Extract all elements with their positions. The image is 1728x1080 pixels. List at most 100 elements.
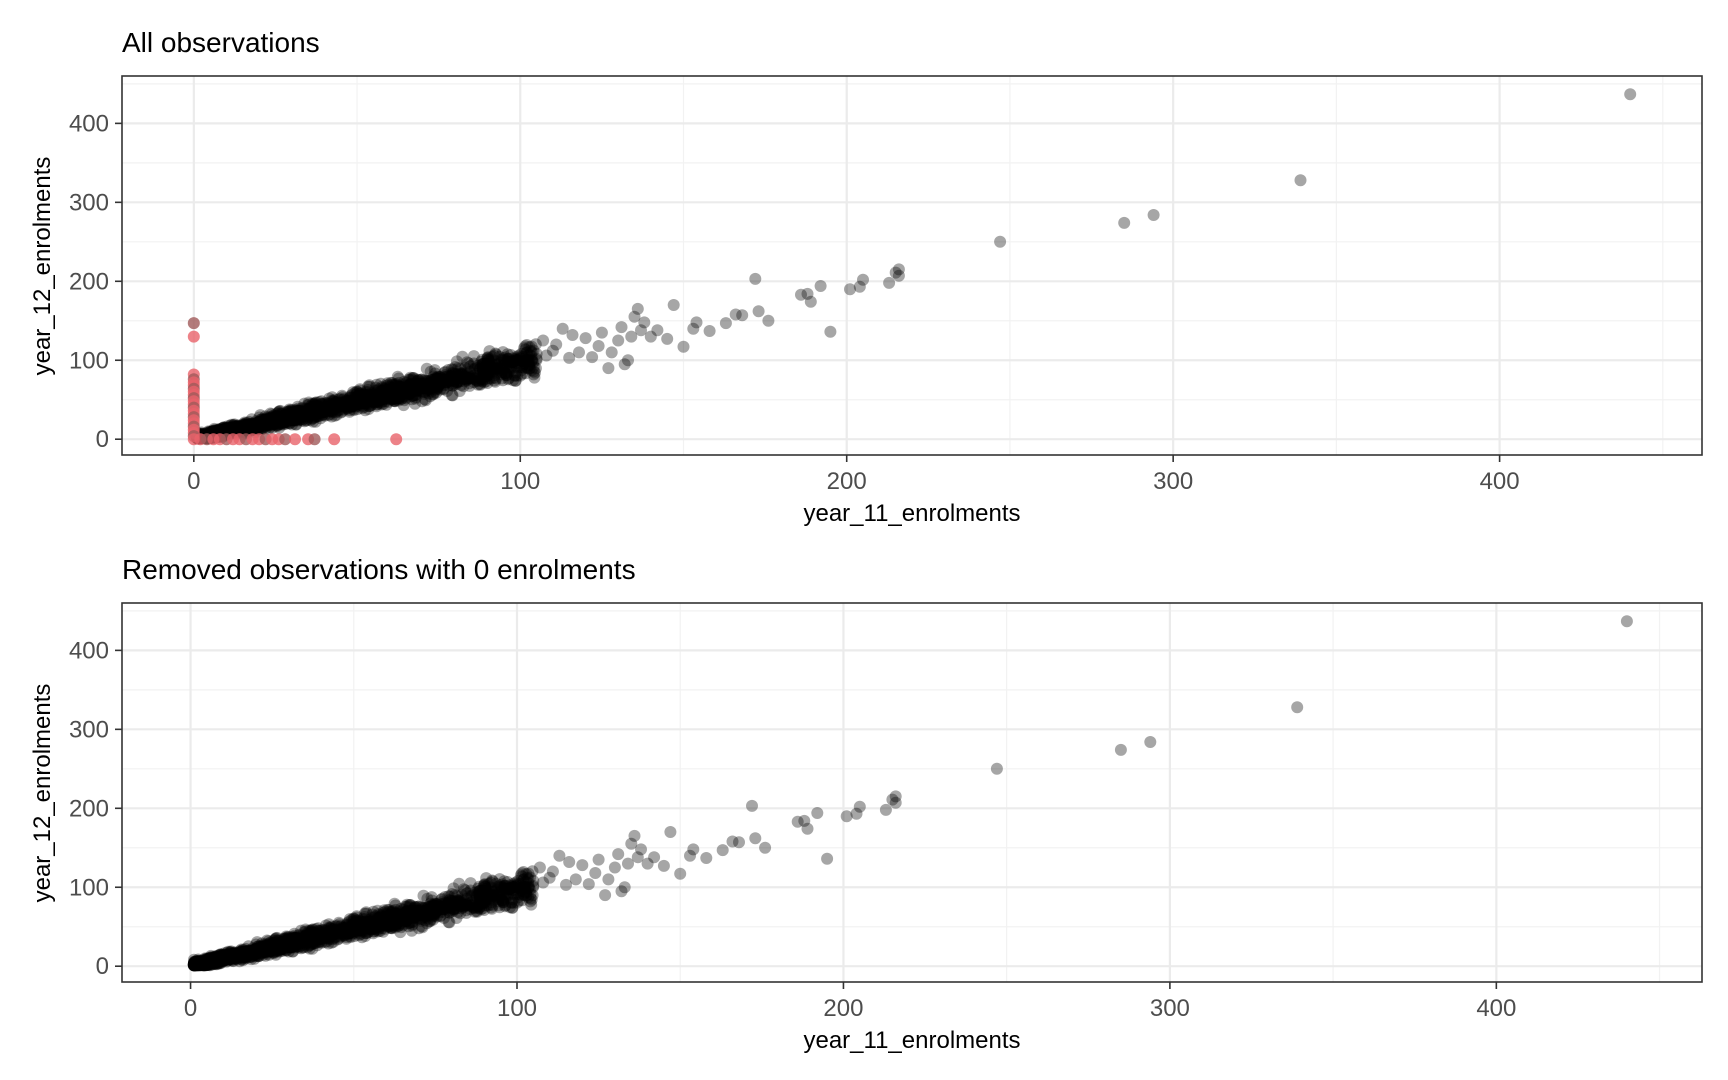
- data-point: [343, 405, 356, 418]
- points: [187, 88, 1637, 446]
- data-point: [297, 409, 310, 421]
- data-point: [353, 394, 366, 407]
- data-point: [284, 410, 297, 422]
- y-tick-label: 200: [69, 795, 109, 822]
- data-point: [485, 901, 498, 914]
- data-point: [398, 394, 411, 407]
- data-point: [392, 394, 405, 407]
- data-point: [428, 379, 441, 392]
- data-point: [306, 412, 319, 425]
- data-point: [323, 392, 336, 405]
- data-point: [824, 325, 837, 338]
- data-point: [439, 369, 452, 382]
- data-point: [259, 413, 272, 426]
- data-point: [410, 378, 423, 390]
- data-point: [365, 392, 377, 405]
- data-point: [329, 398, 342, 411]
- data-point: [276, 415, 289, 428]
- data-point: [301, 406, 314, 419]
- data-point: [424, 382, 437, 395]
- data-point: [326, 405, 339, 417]
- data-point: [509, 374, 522, 387]
- data-point: [752, 305, 765, 318]
- data-point: [357, 388, 370, 401]
- data-point: [262, 415, 275, 428]
- data-point: [579, 332, 592, 345]
- data-point: [484, 360, 497, 373]
- data-point: [381, 391, 394, 404]
- data-point: [527, 874, 540, 887]
- data-point: [726, 835, 739, 848]
- data-point: [374, 925, 386, 937]
- data-point: [519, 367, 532, 380]
- data-point: [450, 367, 463, 380]
- data-point: [224, 422, 236, 434]
- data-point: [336, 405, 349, 418]
- data-point: [422, 378, 434, 391]
- data-point: [482, 369, 495, 382]
- data-point: [994, 235, 1007, 248]
- data-point: [386, 382, 399, 395]
- data-point: [700, 852, 713, 864]
- data-point: [376, 385, 388, 398]
- data-point: [1147, 209, 1160, 221]
- data-point: [324, 400, 337, 413]
- data-point: [400, 898, 413, 911]
- data-point: [602, 362, 615, 375]
- data-point: [352, 393, 365, 406]
- data-point: [237, 421, 249, 434]
- data-point: [266, 417, 279, 430]
- data-point: [409, 384, 422, 397]
- data-point: [345, 394, 358, 407]
- data-point: [516, 367, 529, 380]
- data-point: [517, 355, 530, 368]
- data-point: [389, 379, 402, 392]
- data-point: [498, 357, 511, 370]
- data-point: [316, 405, 329, 418]
- data-point: [1118, 216, 1131, 229]
- data-point: [434, 371, 447, 384]
- data-point: [281, 408, 294, 421]
- data-point: [309, 411, 322, 423]
- data-point: [287, 414, 300, 427]
- data-point: [249, 418, 262, 431]
- data-point: [243, 415, 256, 428]
- data-point: [296, 406, 309, 419]
- data-point: [382, 387, 395, 400]
- data-point: [446, 389, 459, 402]
- data-point: [404, 387, 417, 400]
- data-point: [840, 810, 853, 823]
- data-point: [510, 356, 523, 369]
- data-point: [269, 415, 282, 428]
- data-point: [380, 379, 393, 392]
- data-point: [445, 389, 458, 402]
- data-point: [390, 388, 403, 401]
- data-point: [313, 403, 326, 416]
- data-point: [330, 399, 342, 412]
- data-point: [226, 421, 239, 434]
- data-point: [270, 410, 283, 423]
- data-point: [431, 372, 444, 385]
- data-point: [444, 374, 457, 387]
- data-point: [340, 400, 353, 413]
- data-point: [246, 421, 258, 434]
- data-point: [889, 266, 902, 279]
- data-point: [311, 400, 324, 413]
- data-point: [244, 421, 257, 434]
- data-point: [667, 299, 680, 311]
- data-point: [340, 402, 352, 415]
- data-point: [508, 355, 521, 367]
- data-point: [331, 405, 343, 418]
- data-point: [382, 385, 395, 397]
- data-point: [287, 414, 299, 427]
- data-point: [464, 371, 477, 384]
- data-point: [314, 401, 327, 414]
- data-point: [478, 373, 491, 386]
- data-point: [322, 397, 335, 410]
- data-point: [239, 420, 252, 433]
- data-point: [414, 385, 427, 398]
- data-point: [489, 348, 502, 361]
- data-point: [245, 413, 258, 426]
- data-point: [393, 380, 406, 393]
- data-point: [455, 367, 468, 380]
